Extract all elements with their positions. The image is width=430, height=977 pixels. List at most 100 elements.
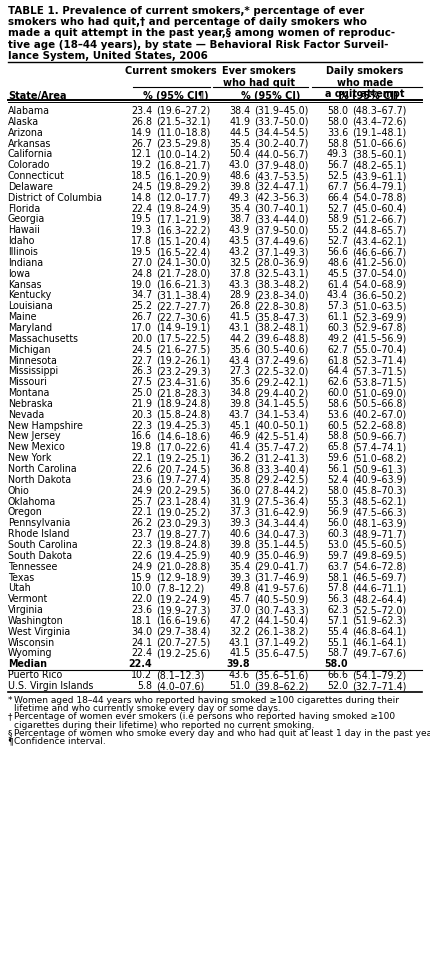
Text: 48.6: 48.6 <box>229 171 250 181</box>
Text: 24.9: 24.9 <box>131 561 152 572</box>
Text: (95% CI): (95% CI) <box>352 91 398 101</box>
Text: (21.6–27.5): (21.6–27.5) <box>156 344 210 355</box>
Text: 26.8: 26.8 <box>131 116 152 127</box>
Text: Daily smokers
who made
a quit attempt: Daily smokers who made a quit attempt <box>325 65 405 99</box>
Text: TABLE 1. Prevalence of current smokers,* percentage of ever: TABLE 1. Prevalence of current smokers,*… <box>8 6 364 16</box>
Text: 59.6: 59.6 <box>327 452 348 463</box>
Text: (33.3–40.4): (33.3–40.4) <box>254 463 309 474</box>
Text: (33.4–44.0): (33.4–44.0) <box>254 214 308 225</box>
Text: (39.8–62.2): (39.8–62.2) <box>254 680 308 691</box>
Text: (51.0–68.2): (51.0–68.2) <box>352 452 406 463</box>
Text: (48.5–62.1): (48.5–62.1) <box>352 496 406 506</box>
Text: (45.5–60.5): (45.5–60.5) <box>352 539 406 549</box>
Text: (48.3–67.7): (48.3–67.7) <box>352 106 406 116</box>
Text: tive age (18–44 years), by state — Behavioral Risk Factor Surveil-: tive age (18–44 years), by state — Behav… <box>8 39 388 50</box>
Text: Louisiana: Louisiana <box>8 301 53 311</box>
Text: (48.1–63.9): (48.1–63.9) <box>352 518 406 528</box>
Text: (37.1–49.3): (37.1–49.3) <box>254 247 308 257</box>
Text: (22.7–30.6): (22.7–30.6) <box>156 312 210 321</box>
Text: 55.4: 55.4 <box>327 626 348 636</box>
Text: 41.4: 41.4 <box>229 442 250 452</box>
Text: (43.9–61.1): (43.9–61.1) <box>352 171 406 181</box>
Text: (35.0–46.9): (35.0–46.9) <box>254 550 308 560</box>
Text: (22.5–32.0): (22.5–32.0) <box>254 366 308 376</box>
Text: 22.3: 22.3 <box>131 539 152 549</box>
Text: 56.0: 56.0 <box>327 518 348 528</box>
Text: 21.9: 21.9 <box>131 399 152 408</box>
Text: 58.9: 58.9 <box>327 214 348 225</box>
Text: (31.9–45.0): (31.9–45.0) <box>254 106 308 116</box>
Text: (57.3–71.5): (57.3–71.5) <box>352 366 406 376</box>
Text: 24.5: 24.5 <box>131 344 152 355</box>
Text: (44.1–50.4): (44.1–50.4) <box>254 616 308 625</box>
Text: (39.6–48.8): (39.6–48.8) <box>254 333 308 344</box>
Text: 23.7: 23.7 <box>131 529 152 538</box>
Text: (18.9–24.8): (18.9–24.8) <box>156 399 210 408</box>
Text: 60.3: 60.3 <box>327 322 348 332</box>
Text: 60.5: 60.5 <box>327 420 348 430</box>
Text: Ohio: Ohio <box>8 486 30 495</box>
Text: 34.7: 34.7 <box>131 290 152 300</box>
Text: Oregon: Oregon <box>8 507 43 517</box>
Text: (50.5–66.8): (50.5–66.8) <box>352 399 406 408</box>
Text: 43.1: 43.1 <box>229 637 250 647</box>
Text: (28.0–36.9): (28.0–36.9) <box>254 258 308 268</box>
Text: 19.0: 19.0 <box>131 279 152 289</box>
Text: (19.9–27.3): (19.9–27.3) <box>156 605 210 615</box>
Text: lance System, United States, 2006: lance System, United States, 2006 <box>8 51 208 61</box>
Text: 19.2: 19.2 <box>131 160 152 170</box>
Text: made a quit attempt in the past year,§ among women of reproduc-: made a quit attempt in the past year,§ a… <box>8 28 395 38</box>
Text: (23.2–29.3): (23.2–29.3) <box>156 366 211 376</box>
Text: (20.7–27.5): (20.7–27.5) <box>156 637 210 647</box>
Text: Florida: Florida <box>8 203 40 213</box>
Text: 27.3: 27.3 <box>229 366 250 376</box>
Text: 56.9: 56.9 <box>327 507 348 517</box>
Text: Wyoming: Wyoming <box>8 648 52 658</box>
Text: 56.6: 56.6 <box>327 247 348 257</box>
Text: 58.0: 58.0 <box>325 658 348 668</box>
Text: (32.7–71.4): (32.7–71.4) <box>352 680 406 691</box>
Text: (49.7–67.6): (49.7–67.6) <box>352 648 406 658</box>
Text: (35.6–51.6): (35.6–51.6) <box>254 669 308 680</box>
Text: (24.1–30.0): (24.1–30.0) <box>156 258 210 268</box>
Text: 35.4: 35.4 <box>229 203 250 213</box>
Text: 61.1: 61.1 <box>327 312 348 321</box>
Text: Arkansas: Arkansas <box>8 139 51 149</box>
Text: 51.0: 51.0 <box>229 680 250 691</box>
Text: 17.8: 17.8 <box>131 236 152 246</box>
Text: 36.8: 36.8 <box>229 463 250 474</box>
Text: 22.1: 22.1 <box>131 507 152 517</box>
Text: 24.1: 24.1 <box>131 637 152 647</box>
Text: (42.3–56.3): (42.3–56.3) <box>254 192 308 202</box>
Text: (17.5–22.5): (17.5–22.5) <box>156 333 210 344</box>
Text: 52.5: 52.5 <box>327 171 348 181</box>
Text: Oklahoma: Oklahoma <box>8 496 56 506</box>
Text: (54.6–72.8): (54.6–72.8) <box>352 561 406 572</box>
Text: %: % <box>338 91 348 101</box>
Text: 39.8: 39.8 <box>229 182 250 191</box>
Text: 44.2: 44.2 <box>229 333 250 344</box>
Text: Connecticut: Connecticut <box>8 171 65 181</box>
Text: 35.4: 35.4 <box>229 139 250 149</box>
Text: Percentage of women who smoke every day and who had quit at least 1 day in the p: Percentage of women who smoke every day … <box>14 728 430 737</box>
Text: (48.2–64.4): (48.2–64.4) <box>352 594 406 604</box>
Text: 55.1: 55.1 <box>327 637 348 647</box>
Text: 43.2: 43.2 <box>229 247 250 257</box>
Text: (37.9–48.0): (37.9–48.0) <box>254 160 308 170</box>
Text: %: % <box>240 91 250 101</box>
Text: (19.7–27.4): (19.7–27.4) <box>156 475 210 485</box>
Text: 18.1: 18.1 <box>131 616 152 625</box>
Text: 43.5: 43.5 <box>229 236 250 246</box>
Text: 22.4: 22.4 <box>131 203 152 213</box>
Text: Washington: Washington <box>8 616 64 625</box>
Text: 22.3: 22.3 <box>131 420 152 430</box>
Text: 59.7: 59.7 <box>327 550 348 560</box>
Text: (23.4–31.6): (23.4–31.6) <box>156 377 211 387</box>
Text: 22.7: 22.7 <box>131 356 152 365</box>
Text: Alabama: Alabama <box>8 106 50 116</box>
Text: (20.2–29.5): (20.2–29.5) <box>156 486 210 495</box>
Text: 20.3: 20.3 <box>131 409 152 419</box>
Text: (16.6–21.3): (16.6–21.3) <box>156 279 210 289</box>
Text: 53.6: 53.6 <box>327 409 348 419</box>
Text: 19.8: 19.8 <box>131 442 152 452</box>
